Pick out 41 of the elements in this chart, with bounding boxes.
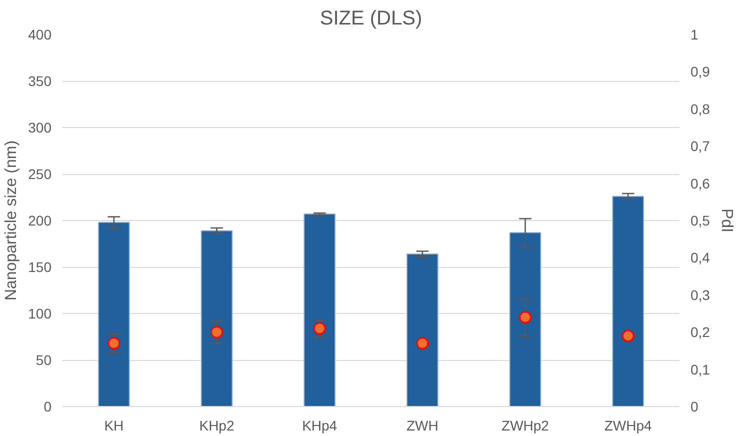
- y-tick-label: 200: [28, 212, 52, 228]
- bar: [304, 213, 336, 406]
- y-tick-label: 350: [28, 73, 52, 89]
- y2-tick-label: 1: [690, 26, 698, 42]
- bar: [406, 253, 438, 406]
- chart-title: SIZE (DLS): [320, 8, 422, 30]
- point: [210, 326, 223, 338]
- y2-tick-label: 0,1: [690, 361, 710, 378]
- y2-tick-label: 0,5: [690, 212, 710, 228]
- y-tick-label: 300: [28, 120, 52, 136]
- y-tick-label: 50: [36, 352, 52, 368]
- x-tick-label: KHp2: [199, 418, 234, 434]
- y2-tick-label: 0: [690, 398, 698, 414]
- bar: [98, 222, 130, 406]
- x-tick-label: ZWHp2: [502, 418, 550, 434]
- y2-tick-label: 0,6: [690, 175, 710, 192]
- y2-tick-label: 0,3: [690, 286, 710, 303]
- bar: [200, 230, 233, 406]
- bar: [612, 196, 644, 406]
- x-tick-label: KHp4: [302, 418, 338, 434]
- y2-tick-label: 0,7: [690, 138, 710, 154]
- y-axis-title: Nanoparticle size (nm): [3, 140, 20, 301]
- y-tick-label: 250: [28, 166, 52, 182]
- y-tick-label: 150: [28, 259, 52, 275]
- point: [622, 330, 634, 342]
- y-tick-label: 0: [44, 398, 52, 414]
- y2-tick-label: 0,2: [690, 324, 710, 340]
- bar: [509, 232, 542, 406]
- y2-axis-title: PdI: [718, 208, 735, 233]
- y-tick-label: 400: [28, 26, 52, 42]
- point: [313, 322, 326, 335]
- x-tick-label: KH: [104, 418, 124, 434]
- point: [108, 337, 120, 350]
- y2-tick-label: 0,4: [690, 250, 710, 266]
- y2-tick-label: 0,8: [690, 100, 710, 117]
- y-tick-label: 100: [28, 306, 52, 322]
- x-tick-label: ZWHp4: [604, 418, 652, 434]
- point: [519, 310, 532, 324]
- y2-tick-label: 0,9: [690, 64, 710, 80]
- point: [416, 337, 429, 350]
- x-tick-label: ZWH: [406, 418, 438, 434]
